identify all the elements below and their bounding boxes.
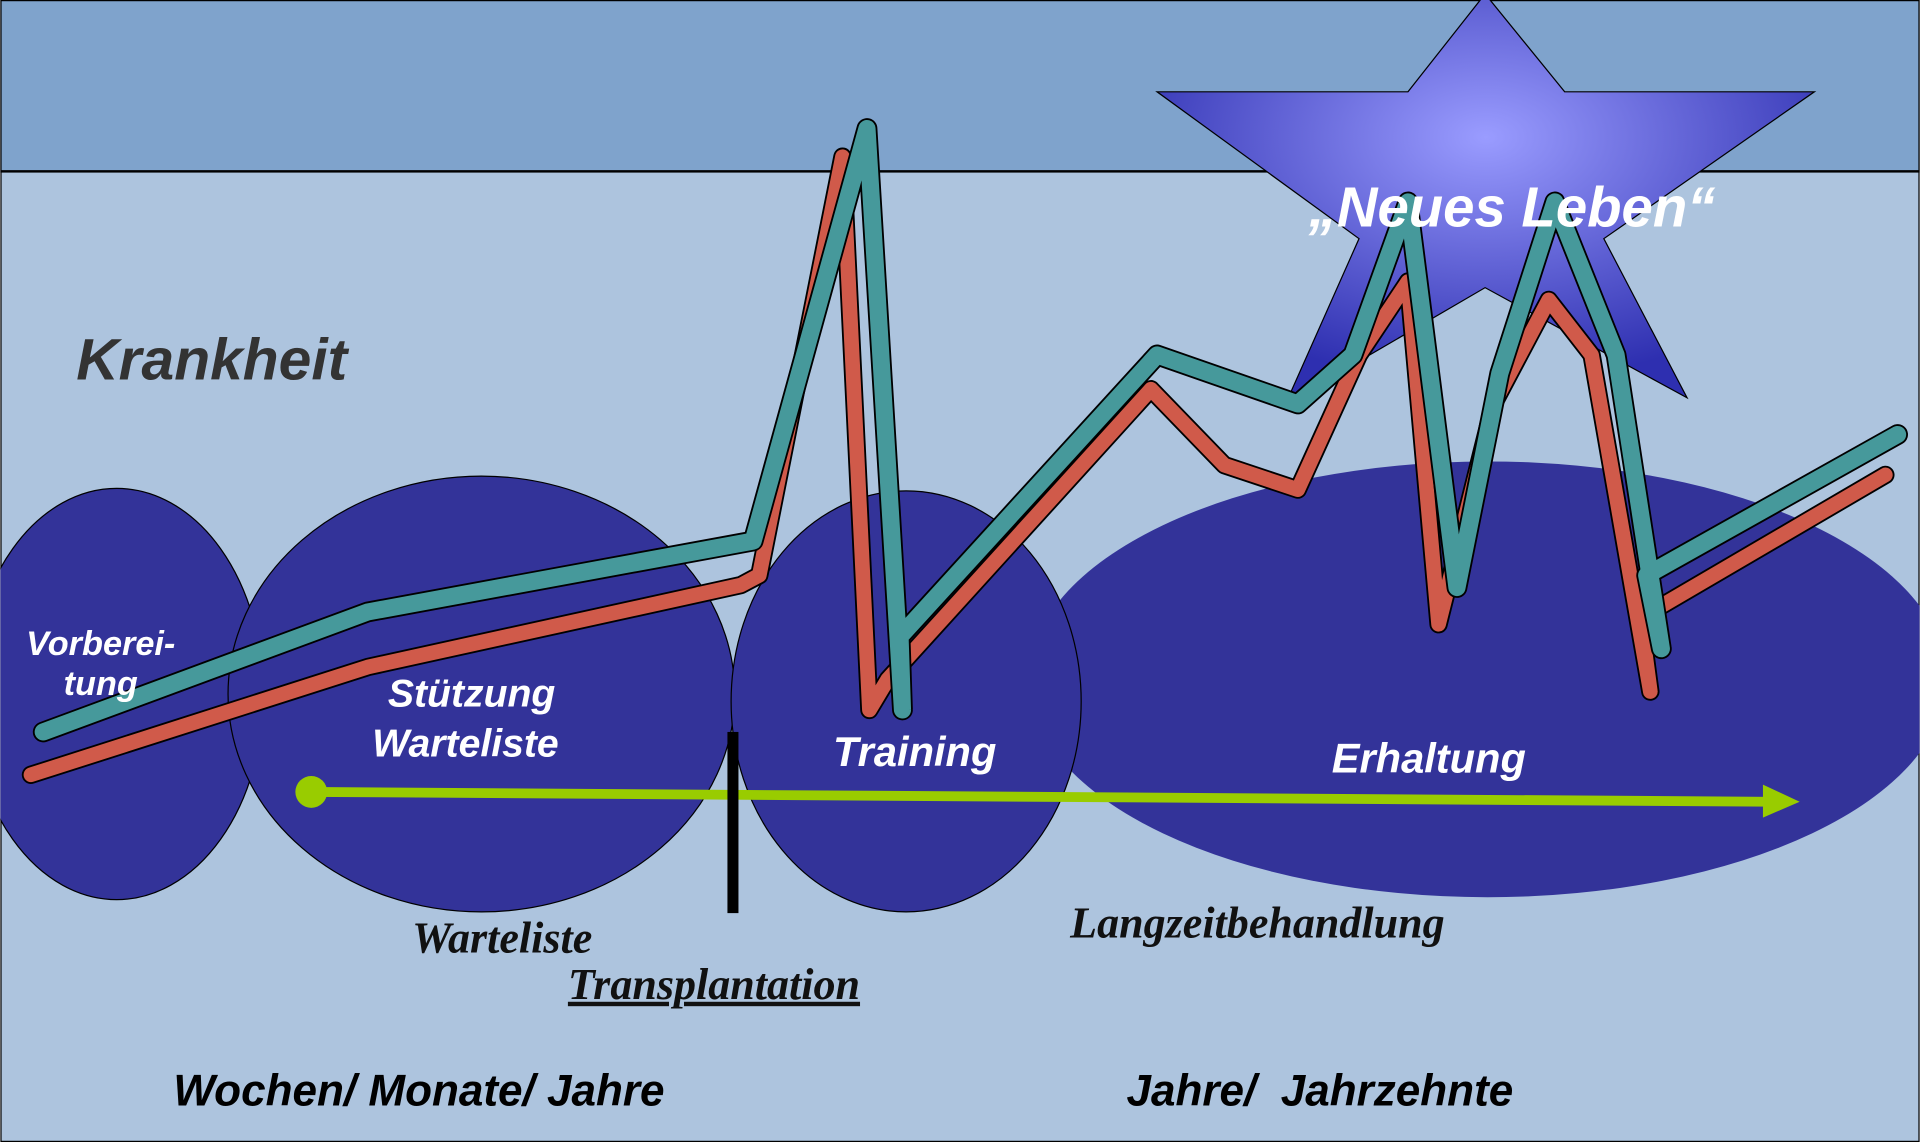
phase-label: tung [64,665,138,703]
phase-label: Warteliste [372,722,558,765]
phase-label: Stützung [388,672,556,715]
timeline-label: Langzeitbehandlung [1069,899,1445,948]
timeline-label: Transplantation [568,960,860,1009]
duration-label: Jahre/ Jahrzehnte [1126,1066,1513,1115]
phase-label: Training [833,728,996,775]
label: „Neues Leben“ [1308,175,1717,238]
phase-label: Vorberei- [26,625,175,663]
transplant-marker [727,732,738,913]
phase-label: Erhaltung [1332,734,1526,781]
duration-label: Wochen/ Monate/ Jahre [173,1066,664,1115]
page: {"labels": {"disease": "Krankheit", "new… [0,0,1920,1142]
arrow-start [295,776,327,808]
timeline-label: Warteliste [412,913,592,962]
diagram: Krankheit „Neues Leben“ Vorberei- tung S… [0,0,1920,1142]
label: Krankheit [76,327,349,392]
